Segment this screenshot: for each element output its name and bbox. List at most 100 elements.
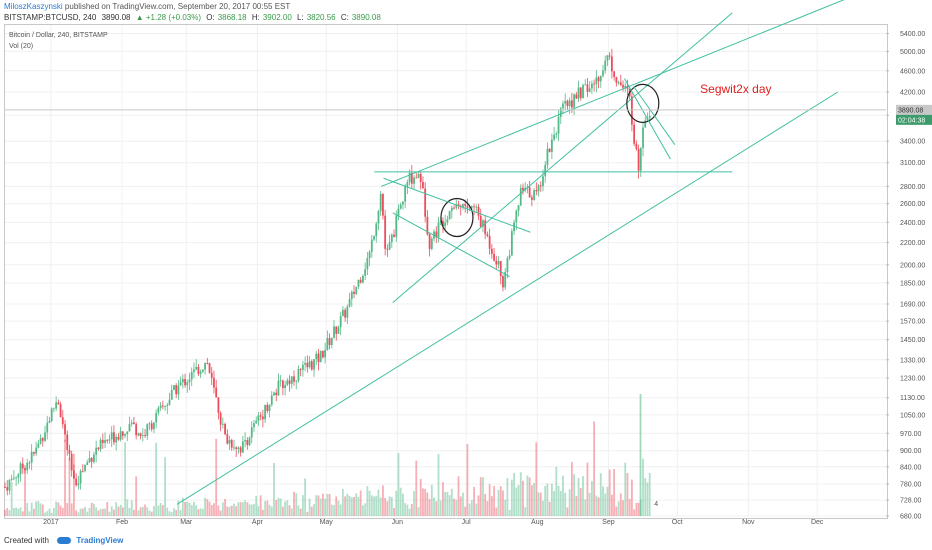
candle-body xyxy=(417,173,420,178)
volume-bar xyxy=(508,509,511,516)
candle-body xyxy=(64,424,66,435)
candle-body xyxy=(248,437,251,445)
candle-body xyxy=(159,405,162,408)
candle-body xyxy=(579,87,582,99)
candle-body xyxy=(284,384,287,389)
tradingview-brand[interactable]: TradingView xyxy=(76,536,124,545)
volume-bar xyxy=(579,488,582,516)
candle-body xyxy=(257,415,260,421)
volume-bar xyxy=(53,508,55,516)
author-link[interactable]: MiloszKaszynski xyxy=(4,2,63,11)
candle-body xyxy=(464,204,467,206)
price-tick-label: 680.00 xyxy=(900,514,922,521)
price-tick-label: 2800.00 xyxy=(900,184,925,191)
candle-body xyxy=(128,424,131,432)
volume-bar xyxy=(631,479,633,516)
time-tick-label: Jun xyxy=(392,519,403,526)
candle-body xyxy=(644,120,647,128)
low-value: 3820.56 xyxy=(306,13,336,22)
candle-body xyxy=(299,369,302,370)
volume-bar xyxy=(57,502,60,516)
volume-bar xyxy=(426,492,429,516)
candle-body xyxy=(12,477,15,479)
candle-body xyxy=(199,371,202,374)
candle-body xyxy=(377,211,380,224)
volume-bar xyxy=(226,506,229,516)
close-value: 3890.08 xyxy=(351,13,381,22)
volume-bar xyxy=(6,508,9,516)
candle-body xyxy=(35,447,38,454)
candle-body xyxy=(597,77,600,82)
candle-body xyxy=(488,235,491,249)
price-axis[interactable]: 5400.005000.004600.004200.003800.003400.… xyxy=(886,31,925,521)
candle-body xyxy=(506,258,509,272)
candle-body xyxy=(410,172,413,184)
volume-bar xyxy=(4,510,6,516)
volume-bar xyxy=(604,493,607,516)
volume-bar xyxy=(75,510,78,516)
candle-body xyxy=(317,353,320,363)
volume-bar xyxy=(321,493,324,516)
candle-body xyxy=(57,402,60,405)
candle-body xyxy=(462,204,464,208)
candle-body xyxy=(337,327,340,334)
volume-bar xyxy=(190,504,193,516)
candle-body xyxy=(281,380,284,389)
candle-body xyxy=(453,207,455,209)
volume-bar xyxy=(181,497,184,516)
low-label: L: xyxy=(297,13,304,22)
volume-bar xyxy=(170,512,173,516)
volume-bar xyxy=(193,501,195,516)
candle-body xyxy=(230,440,233,448)
candle-body xyxy=(466,205,469,208)
candle-body xyxy=(210,372,213,378)
open-value: 3868.18 xyxy=(217,13,247,22)
volume-bar xyxy=(204,497,206,516)
volume-bar xyxy=(339,504,342,516)
volume-bar xyxy=(642,458,644,516)
candle-body xyxy=(610,56,613,72)
volume-bar xyxy=(55,501,58,516)
volume-bar xyxy=(281,506,284,516)
candle-body xyxy=(402,201,404,205)
volume-bar xyxy=(517,485,520,516)
candle-body xyxy=(599,75,602,82)
time-tick-label: Apr xyxy=(252,519,264,526)
candle-body xyxy=(533,190,535,200)
volume-bar xyxy=(353,496,355,516)
candle-body xyxy=(510,231,513,256)
volume-bar xyxy=(597,497,600,516)
candle-body xyxy=(564,100,567,104)
volume-bar xyxy=(48,508,51,516)
candle-body xyxy=(235,447,238,449)
volume-bar xyxy=(159,502,162,516)
candle-body xyxy=(428,234,431,249)
candle-body xyxy=(84,465,86,472)
candle-body xyxy=(270,395,273,405)
channel-line xyxy=(381,0,845,187)
volume-bar xyxy=(466,443,469,516)
volume-bar xyxy=(446,491,449,516)
candle-body xyxy=(344,309,347,318)
volume-bar xyxy=(626,472,629,516)
volume-bar xyxy=(390,497,393,516)
candle-body xyxy=(555,133,558,135)
volume-bar xyxy=(362,505,364,516)
volume-bar xyxy=(146,507,149,516)
chart-frame[interactable] xyxy=(4,24,888,519)
volume-bar xyxy=(490,496,493,516)
volume-bar xyxy=(197,509,200,516)
price-change: ▲ +1.28 (+0.03%) xyxy=(135,13,202,22)
candle-body xyxy=(21,463,24,469)
candle-body xyxy=(268,404,271,411)
time-axis[interactable]: 2017 Feb Mar Apr May Jun Jul Aug Sep Oct Nov Dec xyxy=(43,519,824,526)
candle-body xyxy=(539,185,542,187)
volume-bar xyxy=(233,503,235,516)
volume-bar xyxy=(537,492,540,516)
volume-bar xyxy=(459,496,462,516)
volume-bar xyxy=(10,481,13,516)
candle-body xyxy=(448,211,451,220)
candle-body xyxy=(306,362,309,368)
volume-bar xyxy=(206,499,209,516)
